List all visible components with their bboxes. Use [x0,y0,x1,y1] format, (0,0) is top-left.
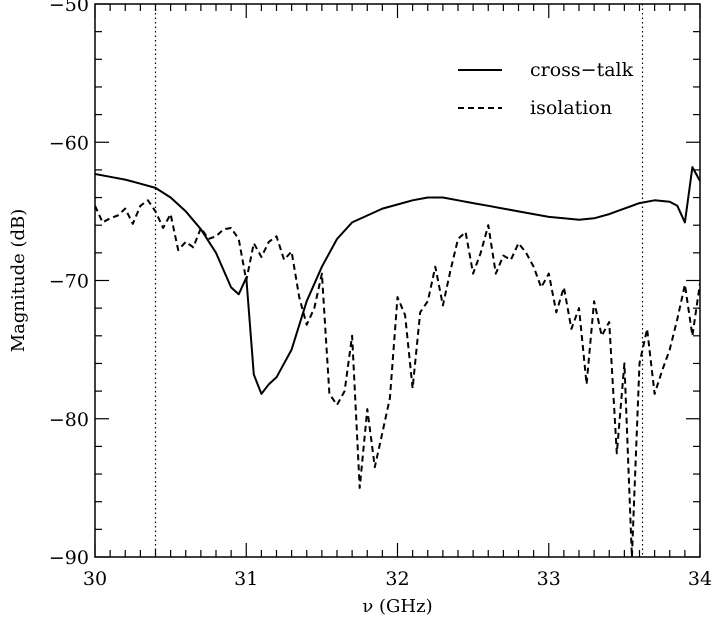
plot-frame [94,3,701,558]
legend: cross−talk isolation [458,59,634,119]
y-tick-label: −90 [49,547,89,569]
series-layer [95,166,700,557]
y-tick-label: −60 [49,132,89,154]
series-line-cross-talk [95,166,700,395]
x-tick-label: 30 [83,568,107,590]
series-line-isolation [95,199,700,557]
x-tick-label: 34 [688,568,712,590]
y-tick-label: −50 [49,0,89,16]
legend-label-isolation: isolation [530,97,612,119]
y-axis-label: Magnitude (dB) [8,209,29,353]
y-tick-label: −80 [49,409,89,431]
axis-ticks [94,3,701,558]
x-tick-label: 32 [385,568,409,590]
tick-labels: 30 31 32 33 34 −90 −80 −70 −60 −50 [49,0,712,590]
x-tick-label: 31 [234,568,258,590]
legend-label-cross-talk: cross−talk [530,59,634,81]
x-axis-label: ν (GHz) [362,596,432,617]
x-tick-label: 33 [537,568,561,590]
y-tick-label: −70 [49,271,89,293]
